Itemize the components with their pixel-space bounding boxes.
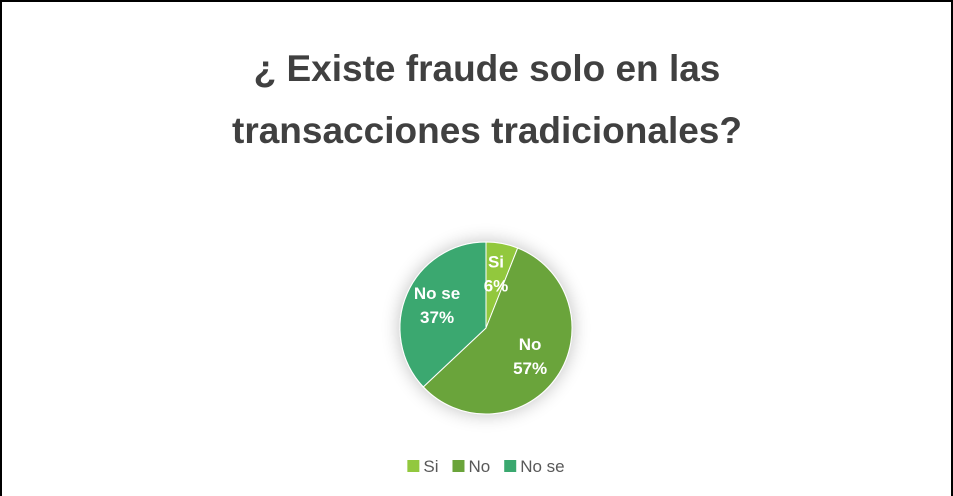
- data-label: Si 6%: [484, 253, 509, 296]
- data-label-value: 6%: [484, 277, 509, 296]
- data-label-category: No se: [414, 284, 460, 303]
- legend-swatch: [407, 460, 420, 472]
- data-label-value: 37%: [420, 308, 454, 327]
- legend: Si No No se: [407, 457, 565, 476]
- chart-title: ¿ Existe fraude solo en las transaccione…: [232, 48, 742, 151]
- data-label-category: No: [519, 335, 542, 354]
- data-label-value: 57%: [513, 359, 547, 378]
- legend-label: No: [468, 457, 490, 476]
- pie: [399, 241, 573, 415]
- data-label-category: Si: [488, 253, 504, 272]
- pie-slice: [422, 247, 573, 415]
- legend-label: Si: [423, 457, 438, 476]
- data-label: No 57%: [513, 335, 547, 378]
- data-label: No se 37%: [414, 284, 460, 327]
- pie-slice: [399, 241, 487, 388]
- legend-swatch: [504, 460, 517, 472]
- legend-swatch: [452, 460, 465, 472]
- legend-label: No se: [520, 457, 564, 476]
